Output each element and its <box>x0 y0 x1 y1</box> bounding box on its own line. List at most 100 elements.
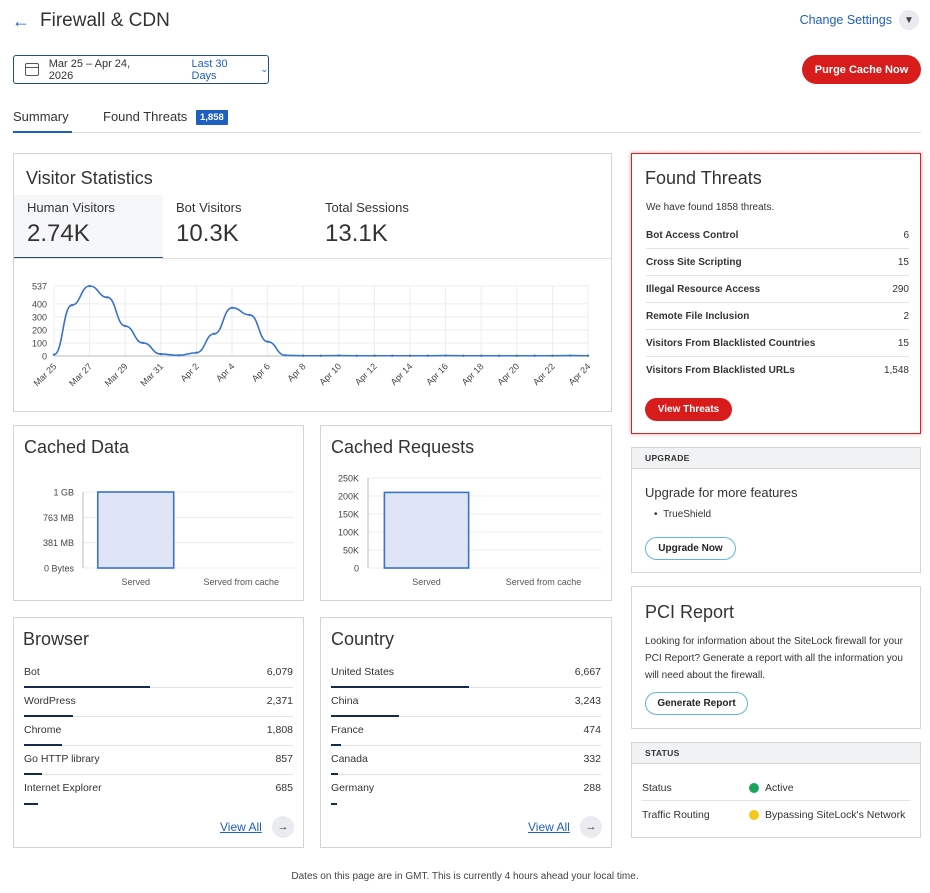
status-dot-icon <box>749 783 759 793</box>
cached-data-bar-chart: 1 GB 763 MB 381 MB 0 Bytes Served Served from… <box>43 488 294 587</box>
y-tick-label: 150K <box>338 510 359 520</box>
y-tick-label: 0 <box>42 352 47 362</box>
row-label: Internet Explorer <box>24 782 102 794</box>
share-bar <box>331 715 399 717</box>
chevron-down-icon[interactable]: ▼ <box>899 10 919 30</box>
stat-label-bot[interactable]: Bot Visitors <box>176 200 242 215</box>
data-point <box>266 340 269 343</box>
purge-cache-button[interactable]: Purge Cache Now <box>802 55 921 84</box>
y-tick-label: 1 GB <box>53 488 74 498</box>
threat-count: 2 <box>903 311 909 322</box>
chevron-down-icon: ⌄ <box>260 64 268 74</box>
stat-label-sessions[interactable]: Total Sessions <box>325 200 409 215</box>
threat-count: 6 <box>903 230 909 241</box>
x-tick-label: Apr 12 <box>353 361 379 387</box>
row-value: 3,243 <box>574 695 601 707</box>
threat-count: 15 <box>897 257 909 268</box>
card-title: Browser <box>23 629 90 649</box>
row-value: 1,808 <box>266 724 293 736</box>
share-bar <box>24 715 74 717</box>
view-threats-button[interactable]: View Threats <box>645 398 732 421</box>
row-value: 2,371 <box>266 695 293 707</box>
y-tick-label: 50K <box>343 546 359 556</box>
threat-row: Visitors From Blacklisted URLs 1,548 <box>646 357 909 384</box>
status-label: Status <box>642 782 672 794</box>
date-range-picker[interactable]: Mar 25 – Apr 24, 2026 Last 30 Days ⌄ <box>13 55 269 84</box>
card-title: Found Threats <box>645 168 762 188</box>
stat-value-human: 2.74K <box>27 220 90 247</box>
x-tick-label: Apr 16 <box>424 361 450 387</box>
data-point <box>230 306 234 309</box>
cached-data-card: Cached Data 1 GB 763 MB 381 MB 0 Bytes Serve… <box>13 425 304 601</box>
data-point <box>462 354 465 357</box>
y-tick-label: 0 <box>354 564 359 574</box>
data-point <box>426 354 429 357</box>
pci-description: Looking for information about the SiteLo… <box>645 636 903 681</box>
status-value: Active <box>765 782 794 794</box>
data-point <box>70 303 73 307</box>
row-label: France <box>331 724 364 736</box>
country-row: France 474 <box>331 717 601 746</box>
threat-label: Remote File Inclusion <box>646 311 750 322</box>
data-point <box>480 354 483 357</box>
threat-row: Cross Site Scripting 15 <box>646 249 909 276</box>
found-threats-card: Found Threats We have found 1858 threats… <box>631 153 921 434</box>
country-view-all-link[interactable]: View All <box>528 820 570 834</box>
upgrade-feature-item: • TrueShield <box>654 509 712 520</box>
upgrade-now-button[interactable]: Upgrade Now <box>645 537 736 560</box>
threat-label: Bot Access Control <box>646 230 739 241</box>
browser-row: Internet Explorer 685 <box>24 775 293 805</box>
card-title: PCI Report <box>645 602 735 622</box>
country-card: Country United States 6,667 China 3,243 Fran… <box>320 617 612 848</box>
x-tick-label: Apr 2 <box>179 361 201 383</box>
range-preset-label: Last 30 Days <box>191 57 228 82</box>
generate-report-button[interactable]: Generate Report <box>645 692 748 715</box>
y-tick-label: 250K <box>338 474 359 484</box>
y-tick-label: 400 <box>32 299 47 309</box>
x-tick-label: Apr 22 <box>531 361 557 387</box>
panel-header: STATUS <box>632 743 920 764</box>
share-bar <box>24 744 62 746</box>
arrow-right-icon[interactable]: → <box>272 816 294 838</box>
browser-view-all-link[interactable]: View All <box>220 820 262 834</box>
threat-count: 290 <box>892 284 909 295</box>
x-category-label: Served <box>412 577 441 587</box>
data-point <box>319 354 323 357</box>
x-tick-label: Apr 4 <box>214 361 236 383</box>
data-point <box>124 324 127 328</box>
card-title: Cached Requests <box>331 437 475 457</box>
row-value: 685 <box>275 782 293 794</box>
country-row: China 3,243 <box>331 688 601 717</box>
tab-found-threats[interactable]: Found Threats <box>103 109 188 124</box>
data-point <box>373 354 376 357</box>
threat-label: Visitors From Blacklisted URLs <box>646 365 795 376</box>
card-title: Country <box>331 629 395 649</box>
tab-summary[interactable]: Summary <box>13 109 72 133</box>
share-bar <box>331 773 338 775</box>
arrow-right-icon[interactable]: → <box>580 816 602 838</box>
threat-label: Illegal Resource Access <box>646 284 761 295</box>
share-bar <box>24 773 42 775</box>
cached-requests-card: Cached Requests 250K 200K 150K 100K 50K 0 Serv… <box>320 425 612 601</box>
change-settings-link[interactable]: Change Settings <box>799 13 892 27</box>
y-tick-label: 381 MB <box>43 538 74 548</box>
back-arrow-icon[interactable]: ← <box>12 11 30 31</box>
data-point <box>569 354 572 357</box>
x-tick-label: Apr 20 <box>495 361 521 387</box>
threats-intro: We have found 1858 threats. <box>646 202 775 213</box>
row-value: 6,079 <box>266 666 293 678</box>
data-point <box>355 354 358 357</box>
bar <box>383 491 470 569</box>
browser-row: Go HTTP library 857 <box>24 746 293 775</box>
threat-label: Cross Site Scripting <box>646 257 742 268</box>
tabs-divider <box>13 132 921 133</box>
threat-row: Illegal Resource Access 290 <box>646 276 909 303</box>
country-row: Germany 288 <box>331 775 601 805</box>
x-tick-label: Apr 24 <box>567 361 593 387</box>
bar <box>96 491 175 569</box>
x-tick-label: Apr 10 <box>317 361 343 387</box>
share-bar <box>331 686 469 688</box>
share-bar <box>331 744 341 746</box>
data-point <box>88 284 91 288</box>
